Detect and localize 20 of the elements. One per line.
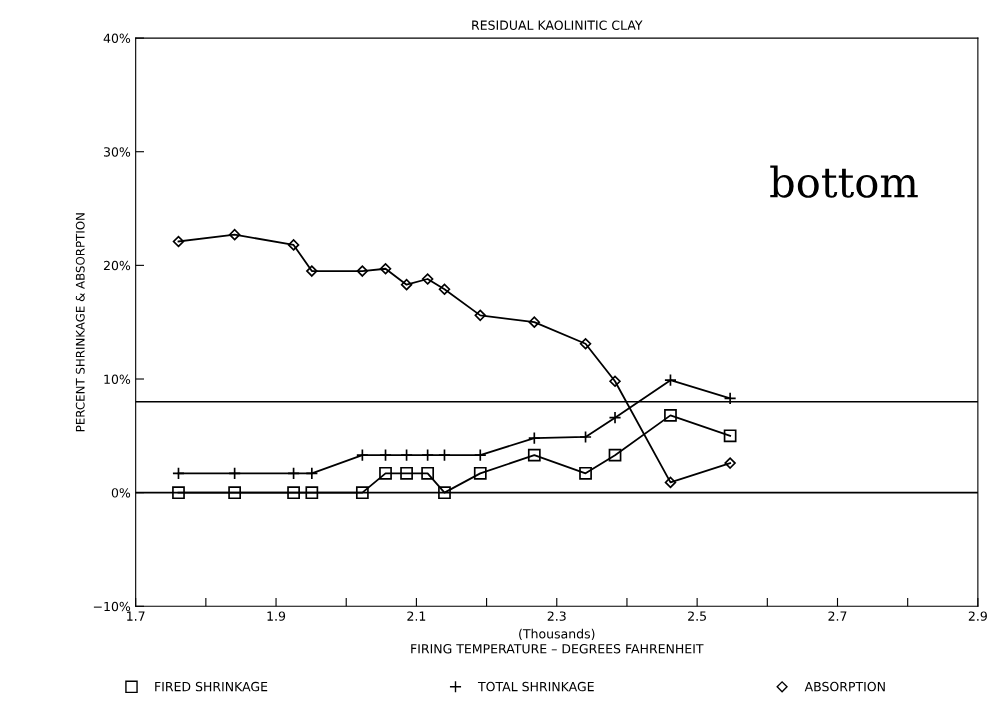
x-tick-label: 1.7 [127,611,145,621]
x-axis-title: (Thousands) FIRING TEMPERATURE – DEGREES FAHRENHEIT [411,628,704,654]
y-tick-label: 20% [103,260,131,271]
y-tick-label: 40% [103,33,131,43]
x-tick-label: 2.7 [828,611,847,621]
y-axis-title: PERCENT SHRINKAGE & ABSORPTION [75,213,85,432]
legend-label: ABSORPTION [804,681,885,692]
legend-label: FIRED SHRINKAGE [155,681,268,692]
annotation: bottom [770,165,918,198]
x-tick-label: 2.9 [968,611,987,621]
x-tick-label: 2.1 [407,611,426,621]
y-tick-label: −10% [93,601,131,612]
y-tick-label: 0% [111,488,131,498]
x-tick-label: 2.3 [547,611,566,621]
legend-label: TOTAL SHRINKAGE [477,681,594,692]
y-tick-label: 30% [103,147,131,157]
chart-title: RESIDUAL KAOLINITIC CLAY [472,20,643,30]
x-tick-label: 1.9 [267,611,286,621]
x-tick-label: 2.5 [688,611,706,621]
y-tick-label: 10% [104,374,131,384]
